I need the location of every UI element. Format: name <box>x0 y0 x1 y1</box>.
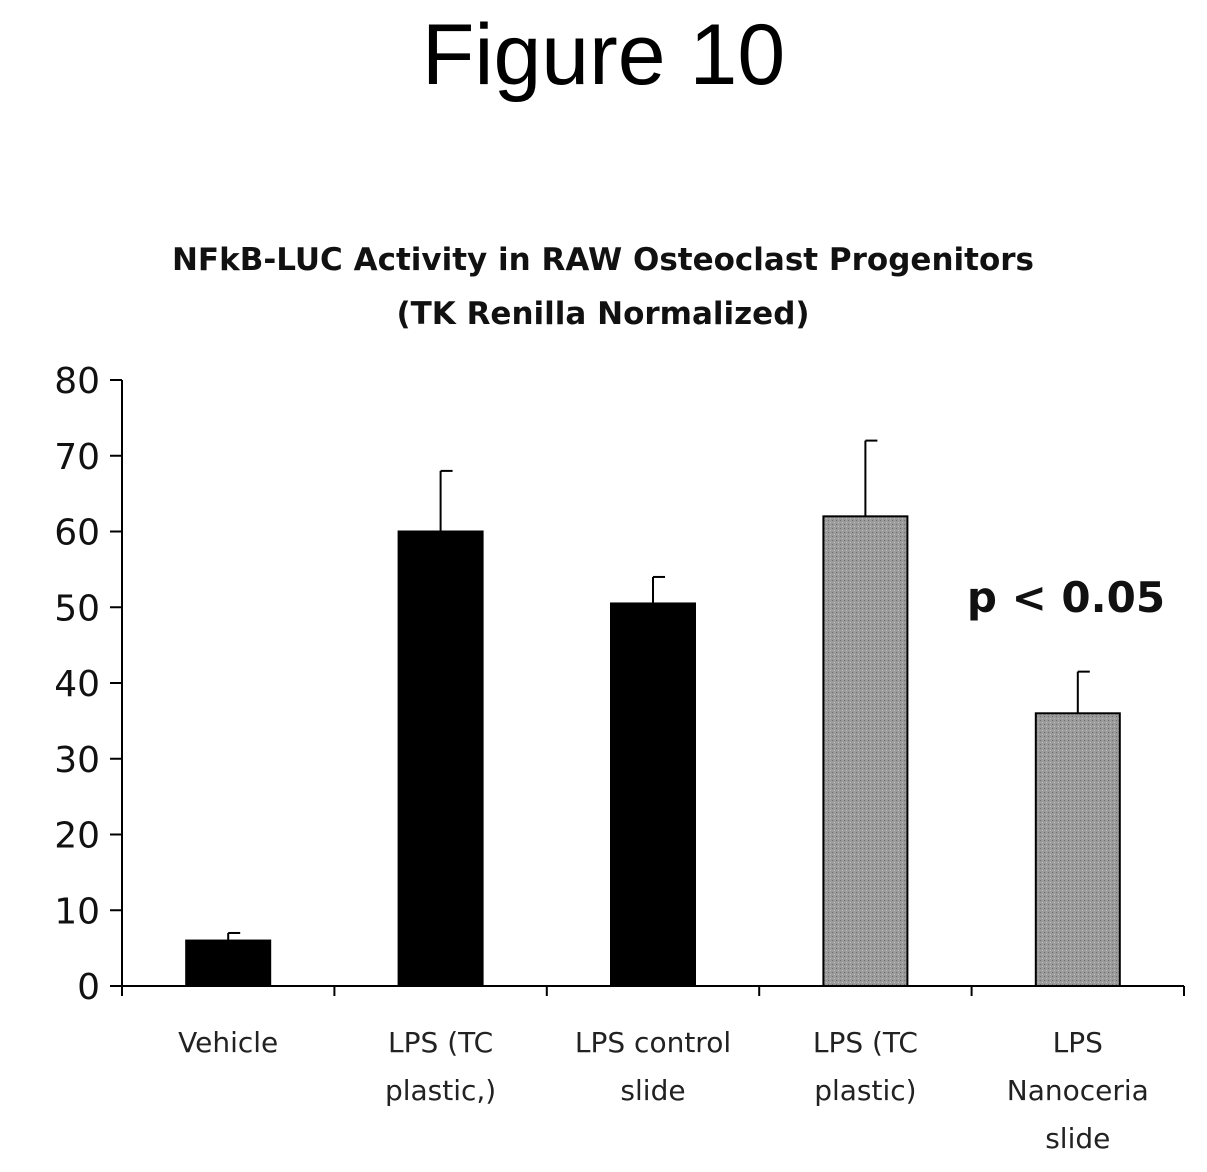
y-tick-label: 30 <box>54 740 100 781</box>
significance-annotation: p < 0.05 <box>967 573 1165 622</box>
y-tick-label: 60 <box>54 513 100 554</box>
chart-title: NFkB-LUC Activity in RAW Osteoclast Prog… <box>172 242 1034 332</box>
figure-heading: Figure 10 <box>421 7 786 103</box>
x-category-label: LPS (TC <box>813 1026 918 1059</box>
x-category-label: plastic) <box>814 1074 916 1107</box>
y-tick-label: 0 <box>77 967 100 1008</box>
bar <box>185 939 272 987</box>
y-tick-label: 10 <box>54 891 100 932</box>
y-tick-label: 50 <box>54 588 100 629</box>
x-axis-labels: Vehicle LPS (TC plastic,) LPS control slide L… <box>178 1026 1149 1155</box>
chart-title-line: (TK Renilla Normalized) <box>396 296 809 332</box>
x-category-label: slide <box>620 1074 685 1107</box>
chart-title-line: NFkB-LUC Activity in RAW Osteoclast Prog… <box>172 242 1034 278</box>
chart-bars <box>185 439 1121 988</box>
y-tick-label: 80 <box>54 361 100 402</box>
x-category-label: slide <box>1045 1122 1110 1155</box>
x-category-label: LPS control <box>575 1026 731 1059</box>
y-tick-label: 70 <box>54 437 100 478</box>
bar <box>397 530 484 987</box>
x-category-label: LPS (TC <box>388 1026 493 1059</box>
x-category-label: Vehicle <box>178 1026 278 1059</box>
bar <box>1034 712 1121 987</box>
x-category-label: plastic,) <box>385 1074 496 1107</box>
x-category-label: LPS <box>1053 1026 1103 1059</box>
y-tick-label: 20 <box>54 816 100 857</box>
x-category-label: Nanoceria <box>1007 1074 1149 1107</box>
chart-annotations: p < 0.05 <box>967 573 1165 622</box>
y-tick-label: 40 <box>54 664 100 705</box>
bar <box>822 515 909 987</box>
bar <box>610 602 696 988</box>
